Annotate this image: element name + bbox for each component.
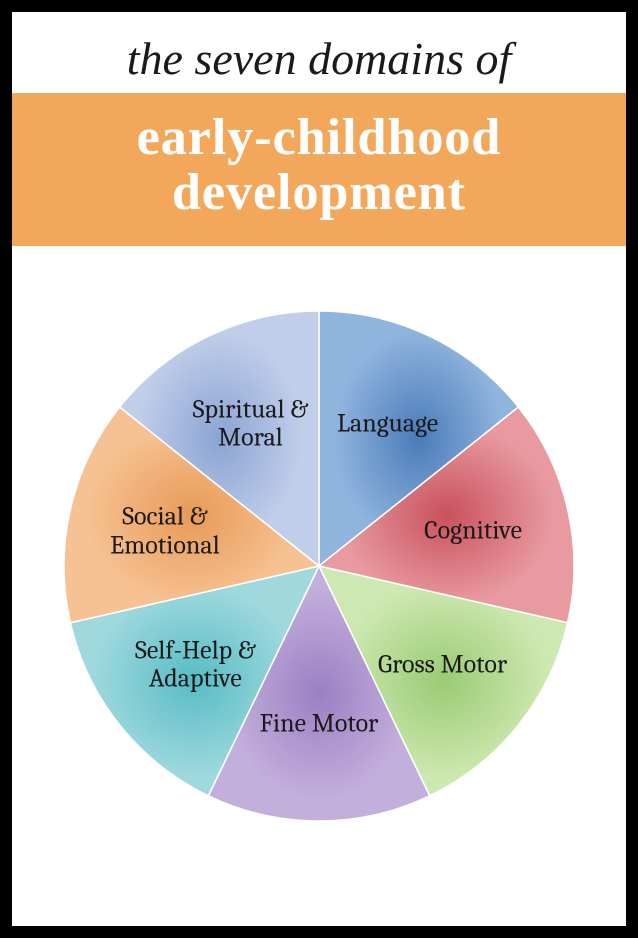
chart-container: Language Cognitive Gross Motor Fine MotorSe… — [12, 246, 626, 826]
slice-label: Spiritual &Moral — [193, 395, 309, 452]
slice-label: Fine Motor — [260, 710, 379, 739]
banner-line-2: development — [12, 166, 626, 221]
banner-line-1: early-childhood — [12, 111, 626, 166]
slice-label: Self-Help &Adaptive — [135, 636, 256, 693]
slice-label: Language — [337, 409, 438, 438]
slice-label: Social &Emotional — [110, 502, 220, 559]
slice-label: Cognitive — [424, 517, 522, 546]
title-banner: early-childhood development — [12, 93, 626, 246]
pie-chart: Language Cognitive Gross Motor Fine MotorSe… — [59, 306, 579, 826]
slice-label: Gross Motor — [378, 650, 507, 679]
outer-frame: the seven domains of early-childhood dev… — [0, 0, 638, 938]
title-script: the seven domains of — [12, 12, 626, 93]
